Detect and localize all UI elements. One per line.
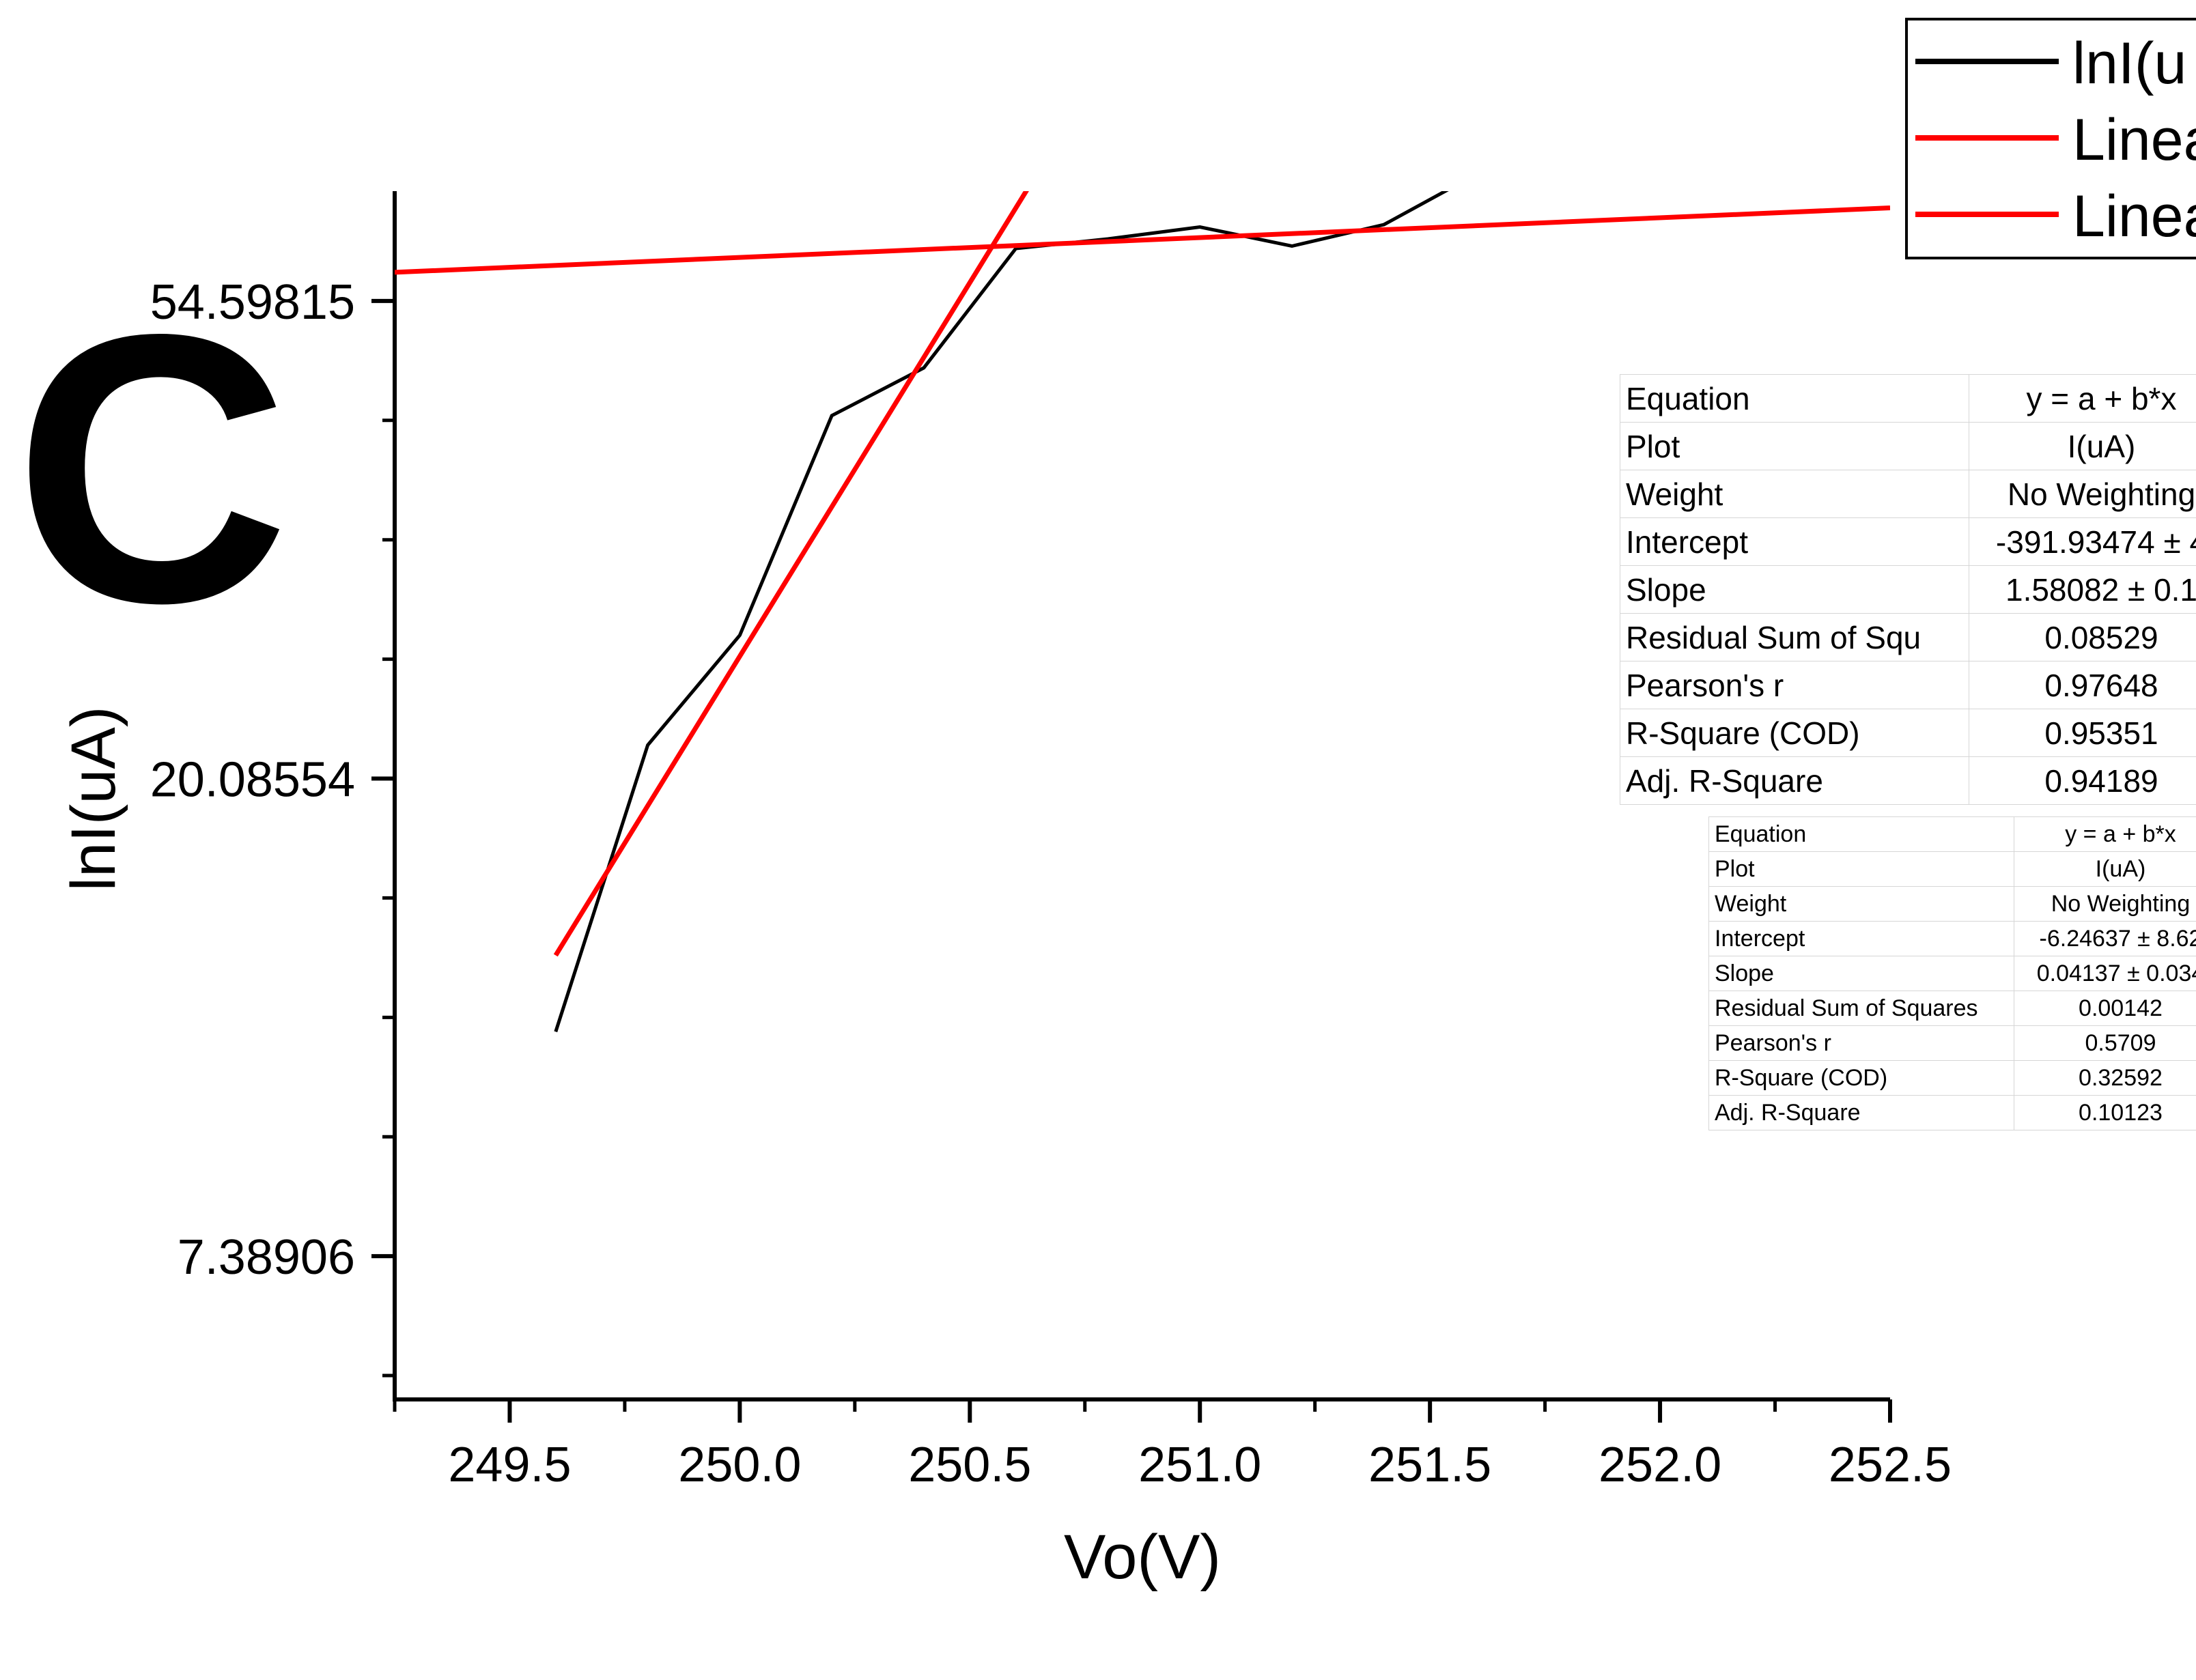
y-tick-label: 54.59815 [150,275,355,330]
stats-value: -391.93474 ± 4 [1969,517,2196,566]
stats-row: Adj. R-Square 0.94189 [1620,756,2196,805]
series-layer [395,191,1890,1033]
stats-row: Slope 0.04137 ± 0.034 [1708,956,2196,991]
legend-label: Linea [2072,107,2196,173]
stats-value: 0.10123 [2014,1095,2196,1130]
x-tick-label: 251.0 [1138,1438,1261,1492]
stats-row: R-Square (COD) 0.32592 [1708,1060,2196,1096]
stats-value: y = a + b*x [1969,374,2196,423]
x-tick-label: 250.5 [908,1438,1031,1492]
stats-row: Pearson's r 0.5709 [1708,1025,2196,1061]
stats-label: Weight [1708,886,2014,922]
stats-label: R-Square (COD) [1620,709,1969,757]
stats-label: Intercept [1708,921,2014,956]
stats-label: Plot [1708,851,2014,887]
axes: 249.5 250.0 250.5 251.0 251.5 252.0 252.5 54.59… [150,191,1952,1492]
stats-label: Residual Sum of Squ [1620,613,1969,661]
stats-label: R-Square (COD) [1708,1060,2014,1096]
stats-value: y = a + b*x [2014,816,2196,852]
stats-row: Plot I(uA) [1620,422,2196,470]
stats-value: 0.95351 [1969,709,2196,757]
stats-row: Equation y = a + b*x [1708,816,2196,852]
stats-row: Residual Sum of Squ 0.08529 [1620,613,2196,661]
y-tick-label: 7.38906 [178,1230,355,1285]
stats-value: 0.5709 [2014,1025,2196,1061]
legend-label: Linea [2072,184,2196,249]
stats-label: Slope [1708,956,2014,991]
stats-value: I(uA) [2014,851,2196,887]
x-tick-label: 252.5 [1829,1438,1952,1492]
x-tick-label: 250.0 [678,1438,801,1492]
legend: lnI(u Linea Linea [1905,18,2196,259]
stats-row: Adj. R-Square 0.10123 [1708,1095,2196,1130]
y-axis-label: lnI(uA) [59,707,128,892]
stats-row: Residual Sum of Squares 0.00142 [1708,991,2196,1026]
stats-value: 0.97648 [1969,661,2196,709]
stats-label: Residual Sum of Squares [1708,991,2014,1026]
stats-row: Equation y = a + b*x [1620,374,2196,423]
x-tick-label: 252.0 [1599,1438,1721,1492]
fit-stats-table-1: Equation y = a + b*x Plot I(uA) Weight No Wei… [1620,374,2196,808]
stats-label: Equation [1708,816,2014,852]
stats-value: 0.94189 [1969,756,2196,805]
stats-label: Adj. R-Square [1708,1095,2014,1130]
stats-row: Pearson's r 0.97648 [1620,661,2196,709]
stats-value: 0.32592 [2014,1060,2196,1096]
stats-label: Weight [1620,470,1969,518]
x-tick-label: 251.5 [1368,1438,1491,1492]
stats-label: Plot [1620,422,1969,470]
stats-label: Intercept [1620,517,1969,566]
data-line-series [554,191,1449,1033]
y-tick-label: 20.08554 [150,753,355,808]
stats-value: No Weighting [2014,886,2196,922]
stats-row: Intercept -391.93474 ± 4 [1620,517,2196,566]
x-axis-label: Vo(V) [1064,1522,1221,1592]
stats-row: Slope 1.58082 ± 0.1 [1620,565,2196,614]
linear-fit-line-1 [553,191,1029,957]
stats-label: Slope [1620,565,1969,614]
stats-row: R-Square (COD) 0.95351 [1620,709,2196,757]
stats-value: 0.08529 [1969,613,2196,661]
stats-row: Weight No Weighting [1708,886,2196,922]
stats-value: -6.24637 ± 8.62 [2014,921,2196,956]
stats-label: Pearson's r [1708,1025,2014,1061]
stats-label: Equation [1620,374,1969,423]
stats-value: 0.04137 ± 0.034 [2014,956,2196,991]
legend-label: lnI(u [2072,31,2186,96]
panel-label: C [14,255,290,682]
stats-label: Pearson's r [1620,661,1969,709]
stats-value: 1.58082 ± 0.1 [1969,565,2196,614]
stats-value: No Weighting [1969,470,2196,518]
stats-value: I(uA) [1969,422,2196,470]
linear-fit-line-2 [395,205,1890,275]
fit-stats-table-2: Equation y = a + b*x Plot I(uA) Weight No Wei… [1708,816,2196,1133]
stats-label: Adj. R-Square [1620,756,1969,805]
stats-row: Plot I(uA) [1708,851,2196,887]
x-tick-label: 249.5 [448,1438,571,1492]
stats-row: Weight No Weighting [1620,470,2196,518]
stats-row: Intercept -6.24637 ± 8.62 [1708,921,2196,956]
stats-value: 0.00142 [2014,991,2196,1026]
